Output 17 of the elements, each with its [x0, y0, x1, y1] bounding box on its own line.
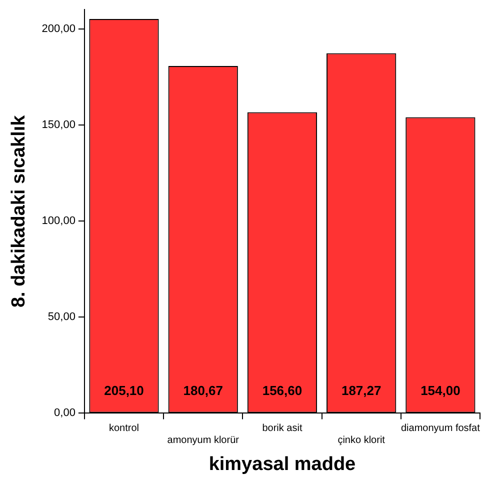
data-label: 154,00 [420, 382, 460, 398]
x-tick-label: kontrol [108, 422, 140, 434]
data-label: 180,67 [183, 382, 223, 398]
data-label: 205,10 [104, 382, 144, 398]
data-label: 187,27 [341, 382, 382, 398]
x-tick-label: diamonyum fosfat [400, 422, 480, 434]
y-tick-label: 100,00 [42, 215, 76, 228]
y-tick-label: 200,00 [42, 22, 76, 35]
y-tick-label: 0,00 [54, 407, 76, 420]
x-tick-label: amonyum klorür [167, 434, 240, 446]
y-axis-title: 8. dakikadaki sıcaklık [8, 114, 30, 308]
x-axis-title: kimyasal madde [208, 454, 356, 475]
y-tick-label: 150,00 [42, 118, 76, 131]
y-tick-label: 50,00 [48, 311, 76, 324]
data-label: 156,60 [262, 382, 302, 398]
x-tick-label: çinko klorit [338, 434, 386, 446]
x-tick-label: borik asit [262, 422, 302, 434]
